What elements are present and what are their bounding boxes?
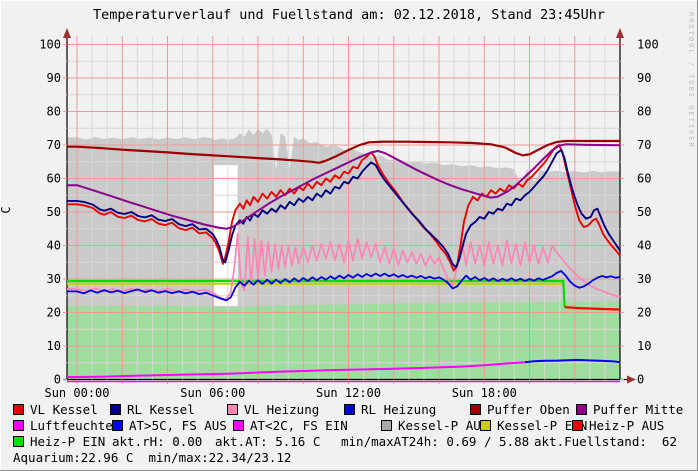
series-heiz-p-aus — [564, 306, 621, 311]
series-heiz-p-ein — [67, 279, 566, 308]
series-puffer-oben — [67, 139, 620, 164]
y-tick-label-right: 20 — [637, 306, 651, 320]
series-rl-kessel — [67, 149, 621, 269]
y-tick-label-right: 100 — [637, 38, 659, 52]
x-tick-label: Sun 06:00 — [180, 386, 245, 400]
y-tick-label-left: 30 — [47, 272, 61, 286]
y-tick-label-left: 60 — [47, 172, 61, 186]
x-tick-label: Sun 18:00 — [452, 386, 517, 400]
y-tick-label-left: 20 — [47, 306, 61, 320]
y-tick-label-right: 90 — [637, 71, 651, 85]
y-tick-label-left: 80 — [47, 105, 61, 119]
y-tick-label-right: 40 — [637, 239, 651, 253]
y-tick-label-left: 40 — [47, 239, 61, 253]
area-fuellstand-band — [67, 301, 620, 380]
y-tick-label-left: 50 — [47, 205, 61, 219]
x-tick-label: Sun 00:00 — [44, 386, 109, 400]
y-tick-label-left: 90 — [47, 71, 61, 85]
series-puffer-mitte — [67, 143, 621, 230]
grid — [67, 36, 620, 380]
series-at-2c-fs-ein — [67, 361, 526, 378]
y-tick-label-right: 70 — [637, 138, 651, 152]
graph-title: Temperaturverlauf und Fuellstand am: 02.… — [92, 7, 606, 23]
y-tick-label-left: 10 — [47, 339, 61, 353]
y-tick-label-right: 10 — [637, 339, 651, 353]
y-axis-arrow-left — [63, 28, 71, 38]
y-axis-arrow-right — [616, 28, 624, 38]
x-tick-label: Sun 12:00 — [316, 386, 381, 400]
area-gap — [213, 165, 238, 306]
rrdtool-watermark: RRDTOOL / TOBI OETIKER — [687, 12, 695, 149]
y-tick-label-right: 0 — [637, 373, 644, 387]
y-tick-label-right: 50 — [637, 205, 651, 219]
series-vl-kessel — [67, 144, 621, 272]
series-rl-heizung — [67, 270, 621, 302]
y-tick-label-left: 0 — [54, 373, 61, 387]
y-tick-label-right: 60 — [637, 172, 651, 186]
y-tick-label-left: 70 — [47, 138, 61, 152]
x-axis-arrow — [627, 375, 636, 384]
series-at-5c-fs-aus — [524, 358, 621, 364]
y-tick-label-left: 100 — [39, 38, 61, 52]
y-tick-label-right: 30 — [637, 272, 651, 286]
y-tick-label-right: 80 — [637, 105, 651, 119]
axis-labels: 0 0 10 10 20 20 30 30 40 40 50 50 60 60 70 70 80 80 90 90 10… — [39, 38, 658, 401]
areas — [67, 128, 620, 380]
